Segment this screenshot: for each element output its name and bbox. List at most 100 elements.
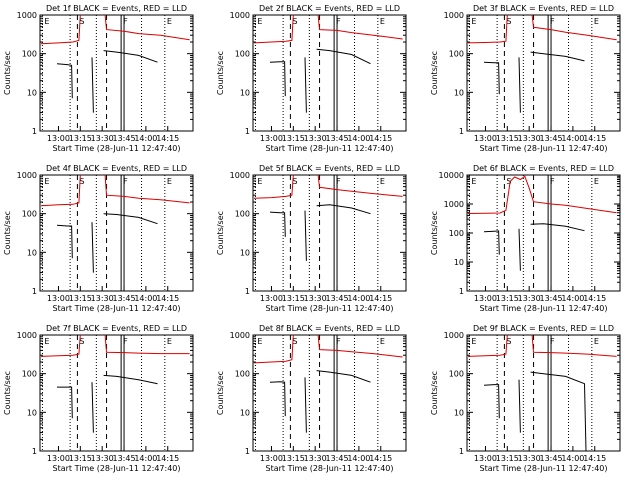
lld-series-line [317, 174, 403, 197]
y-tick-label: 10 [27, 248, 37, 257]
x-tick-label: 13:45 [326, 134, 349, 143]
y-tick-label: 1 [459, 447, 464, 456]
detector-plot-9: Det 9f BLACK = Events, RED = LLD E S F E 1 10 1… [430, 324, 621, 473]
event-marker-label: S [506, 337, 511, 346]
y-tick-label: 10 [240, 248, 250, 257]
x-tick-label: 13:15 [496, 134, 519, 143]
plot-frame [466, 334, 621, 452]
x-tick-label: 13:45 [113, 134, 136, 143]
y-tick-label: 1000 [17, 331, 37, 340]
plot-title: Det 5f BLACK = Events, RED = LLD [259, 164, 400, 173]
x-tick-label: 13:45 [540, 294, 563, 303]
x-tick-label: 13:00 [47, 454, 70, 463]
plot-title: Det 4f BLACK = Events, RED = LLD [46, 164, 187, 173]
y-tick-label: 100 [449, 370, 464, 379]
events-series-line [56, 224, 73, 259]
lld-series-line [253, 14, 294, 44]
detector-plot-1: Det 1f BLACK = Events, RED = LLD E S F E 1 10 1… [3, 4, 194, 153]
x-axis-label: Start Time (28-Jun-11 12:47:40) [266, 144, 394, 153]
y-tick-label: 1 [32, 447, 37, 456]
y-tick-label: 1000 [444, 200, 464, 209]
plot-frame [39, 334, 194, 452]
y-tick-label: 100 [449, 229, 464, 238]
events-series-line [316, 48, 371, 65]
events-series-line [316, 204, 371, 215]
event-marker-label: F [550, 177, 555, 186]
event-marker-label: E [594, 337, 599, 346]
y-tick-label: 10 [454, 258, 464, 267]
lld-series-line [253, 174, 294, 199]
event-marker-label: F [336, 177, 341, 186]
plot-title: Det 7f BLACK = Events, RED = LLD [46, 324, 187, 333]
y-tick-label: 10 [27, 88, 37, 97]
x-tick-label: 13:30 [91, 134, 114, 143]
x-tick-label: 14:00 [134, 294, 157, 303]
y-tick-label: 1000 [230, 171, 250, 180]
events-series-line [304, 377, 307, 433]
event-marker-label: E [380, 337, 385, 346]
lld-series-line [104, 14, 190, 41]
detector-plot-5: Det 5f BLACK = Events, RED = LLD E S F E 1 10 1… [216, 164, 407, 313]
y-axis-label: Counts/sec [216, 371, 225, 415]
plot-title: Det 1f BLACK = Events, RED = LLD [46, 4, 187, 13]
x-tick-label: 14:15 [156, 294, 179, 303]
x-tick-label: 13:45 [326, 454, 349, 463]
x-tick-label: 13:30 [518, 294, 541, 303]
detector-plot-2: Det 2f BLACK = Events, RED = LLD E S F E 1 10 1… [216, 4, 407, 153]
lld-series-line [40, 14, 81, 45]
lld-series-line [531, 334, 617, 357]
event-marker-label: F [336, 337, 341, 346]
y-tick-label: 1000 [444, 331, 464, 340]
x-tick-label: 14:00 [561, 294, 584, 303]
y-tick-label: 100 [22, 210, 37, 219]
event-marker-label: S [292, 177, 297, 186]
events-series-line [483, 384, 500, 419]
y-axis-label: Counts/sec [430, 371, 439, 415]
y-tick-label: 1000 [444, 11, 464, 20]
x-tick-label: 13:00 [260, 294, 283, 303]
events-series-line [269, 61, 286, 97]
x-tick-label: 13:15 [69, 294, 92, 303]
detector-plot-7: Det 7f BLACK = Events, RED = LLD E S F E 1 10 1… [3, 324, 194, 473]
events-series-line [269, 211, 286, 237]
y-tick-label: 100 [235, 50, 250, 59]
event-marker-label: E [44, 337, 49, 346]
event-marker-label: E [380, 177, 385, 186]
x-axis-label: Start Time (28-Jun-11 12:47:40) [266, 304, 394, 313]
y-tick-label: 100 [235, 370, 250, 379]
x-tick-label: 13:30 [304, 454, 327, 463]
y-tick-label: 10 [454, 408, 464, 417]
x-tick-label: 13:45 [113, 294, 136, 303]
x-tick-label: 14:15 [156, 134, 179, 143]
y-tick-label: 1000 [230, 331, 250, 340]
x-axis-label: Start Time (28-Jun-11 12:47:40) [53, 464, 181, 473]
plot-title: Det 8f BLACK = Events, RED = LLD [259, 324, 400, 333]
events-series-line [304, 210, 307, 261]
events-series-line [483, 230, 500, 255]
event-marker-label: E [594, 17, 599, 26]
plot-frame [466, 14, 621, 132]
y-tick-label: 1 [459, 127, 464, 136]
x-axis-label: Start Time (28-Jun-11 12:47:40) [53, 144, 181, 153]
x-tick-label: 14:00 [347, 294, 370, 303]
y-axis-label: Counts/sec [216, 211, 225, 255]
y-tick-label: 100 [22, 50, 37, 59]
y-tick-label: 1 [245, 447, 250, 456]
events-series-line [103, 374, 158, 385]
x-tick-label: 13:30 [518, 454, 541, 463]
events-series-line [103, 50, 158, 63]
x-tick-label: 14:00 [347, 134, 370, 143]
y-tick-label: 10 [240, 408, 250, 417]
y-axis-label: Counts/sec [430, 51, 439, 95]
y-tick-label: 10 [454, 88, 464, 97]
x-tick-label: 13:00 [260, 134, 283, 143]
x-tick-label: 13:00 [474, 454, 497, 463]
event-marker-label: E [471, 337, 476, 346]
x-tick-label: 14:15 [583, 454, 606, 463]
lld-series-line [317, 14, 403, 40]
x-tick-label: 13:15 [69, 134, 92, 143]
events-series-line [483, 61, 500, 95]
event-marker-label: E [167, 337, 172, 346]
plot-frame [466, 174, 621, 292]
plot-frame [39, 14, 194, 132]
